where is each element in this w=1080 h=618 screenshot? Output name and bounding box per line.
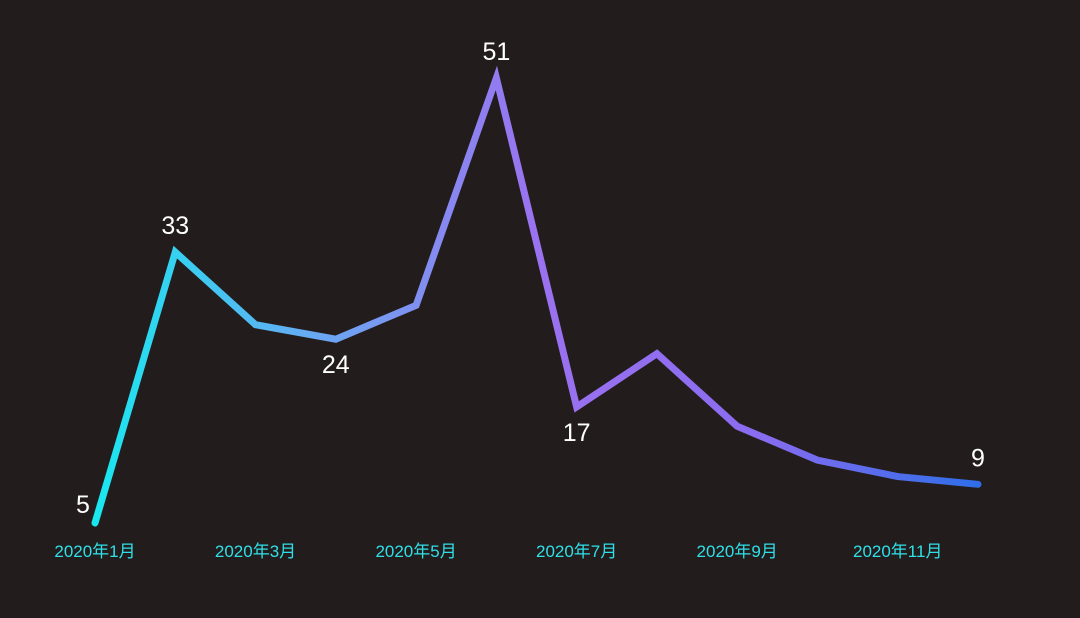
data-label: 9 <box>971 444 985 472</box>
x-tick-label: 2020年11月 <box>853 542 942 561</box>
x-tick-label: 2020年3月 <box>215 542 296 561</box>
series-layer <box>91 65 982 527</box>
data-label: 17 <box>563 419 591 447</box>
data-label: 51 <box>482 38 510 66</box>
data-label: 5 <box>76 491 90 519</box>
x-tick-label: 2020年1月 <box>54 542 135 561</box>
data-label: 24 <box>322 351 350 379</box>
x-tick-label: 2020年9月 <box>697 542 778 561</box>
series-line <box>91 65 982 527</box>
x-axis-tick-layer: 2020年1月 2020年3月 2020年5月 2020年7月 2020年9月 2020年… <box>54 542 942 561</box>
data-label-layer: 5 33 24 51 17 9 <box>76 38 985 519</box>
x-tick-label: 2020年5月 <box>375 542 456 561</box>
x-tick-label: 2020年7月 <box>536 542 617 561</box>
data-label: 33 <box>161 212 189 240</box>
